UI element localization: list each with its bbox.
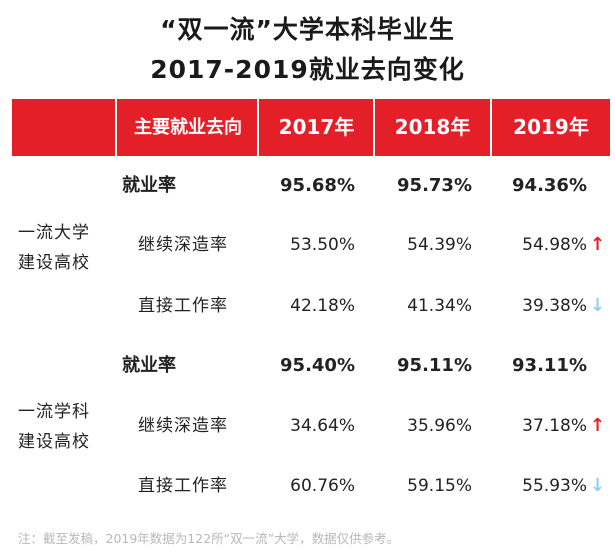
cell-2017: 60.76% (290, 476, 355, 496)
group-label-line: 一流大学 (18, 223, 90, 243)
cell-2019: 94.36% (512, 175, 587, 196)
cell-2017: 53.50% (290, 235, 355, 255)
cell-2018: 95.11% (397, 355, 472, 376)
row-label: 直接工作率 (138, 296, 228, 316)
group-label-line: 一流学科 (18, 402, 90, 422)
header-year-2018: 2018年 (394, 115, 471, 139)
table-row: 就业率 95.68% 95.73% 94.36% (0, 157, 615, 215)
title-line-2: 2017-2019就业去向变化 (150, 55, 465, 84)
row-label: 就业率 (122, 355, 176, 376)
group-label-1: 一流大学 建设高校 (18, 218, 128, 278)
cell-2018: 41.34% (407, 296, 472, 316)
down-arrow-icon: ↓ (590, 295, 606, 316)
header-category: 主要就业去向 (134, 117, 242, 138)
cell-2017: 95.40% (280, 355, 355, 376)
down-arrow-icon: ↓ (590, 475, 606, 496)
table-row: 继续深造率 34.64% 35.96% 37.18% ↑ (0, 397, 615, 455)
table-row: 继续深造率 53.50% 54.39% 54.98% ↑ (0, 216, 615, 274)
cell-2019: 93.11% (512, 355, 587, 376)
row-label: 就业率 (122, 175, 176, 196)
cell-2017: 34.64% (290, 416, 355, 436)
header-divider (257, 99, 259, 156)
table-header (12, 99, 610, 156)
table-row: 直接工作率 60.76% 59.15% 55.93% ↓ (0, 457, 615, 515)
header-year-2019: 2019年 (513, 115, 589, 139)
cell-2018: 54.39% (407, 235, 472, 255)
cell-2019: 37.18% (522, 416, 587, 436)
header-divider (490, 99, 492, 156)
cell-2018: 95.73% (397, 175, 472, 196)
cell-2019: 54.98% (522, 235, 587, 255)
group-label-line: 建设高校 (18, 432, 90, 452)
group-label-2: 一流学科 建设高校 (18, 397, 128, 457)
header-year-2017: 2017年 (278, 115, 355, 139)
group-label-line: 建设高校 (18, 253, 90, 273)
header-divider (373, 99, 375, 156)
cell-2017: 95.68% (280, 175, 355, 196)
footnote: 注：截至发稿，2019年数据为122所“双一流”大学，数据仅供参考。 (18, 531, 400, 546)
title-line-1: “双一流”大学本科毕业生 (160, 15, 455, 44)
table-row: 直接工作率 42.18% 41.34% 39.38% ↓ (0, 277, 615, 335)
row-label: 直接工作率 (138, 476, 228, 496)
cell-2019: 39.38% (522, 296, 587, 316)
cell-2018: 59.15% (407, 476, 472, 496)
up-arrow-icon: ↑ (590, 234, 606, 255)
up-arrow-icon: ↑ (590, 415, 606, 436)
cell-2017: 42.18% (290, 296, 355, 316)
row-label: 继续深造率 (138, 235, 228, 255)
cell-2019: 55.93% (522, 476, 587, 496)
row-label: 继续深造率 (138, 416, 228, 436)
table-row: 就业率 95.40% 95.11% 93.11% (0, 337, 615, 395)
cell-2018: 35.96% (407, 416, 472, 436)
header-divider (115, 99, 117, 156)
